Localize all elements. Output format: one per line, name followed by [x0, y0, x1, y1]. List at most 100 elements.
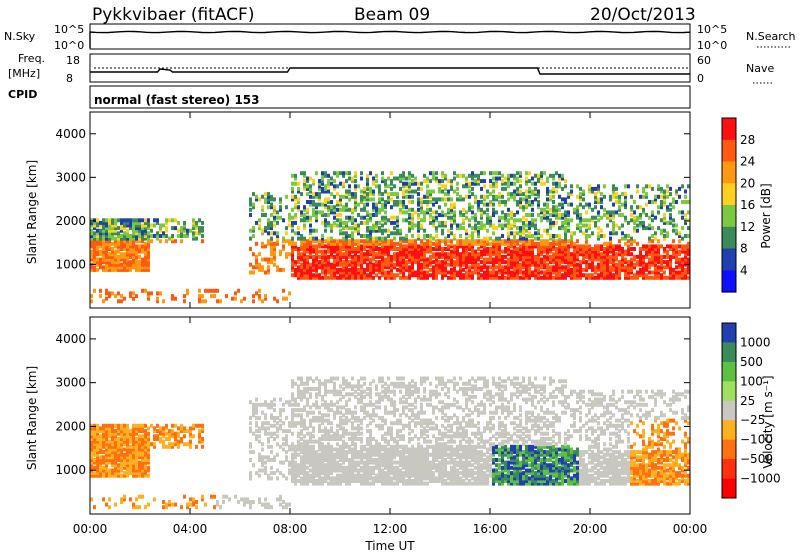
heatmap-cell: [495, 171, 498, 175]
heatmap-cell: [330, 426, 333, 430]
heatmap-cell: [261, 258, 264, 262]
heatmap-cell: [174, 424, 177, 428]
heatmap-cell: [507, 231, 510, 235]
heatmap-cell: [135, 218, 138, 222]
heatmap-cell: [375, 203, 378, 207]
heatmap-cell: [624, 258, 627, 262]
heatmap-cell: [654, 237, 657, 241]
heatmap-cell: [639, 268, 642, 272]
heatmap-cell: [348, 177, 351, 181]
heatmap-cell: [471, 182, 474, 186]
heatmap-cell: [462, 226, 465, 230]
power-colorbar-label: Power [dB]: [759, 183, 773, 248]
heatmap-cell: [201, 495, 204, 499]
heatmap-cell: [339, 195, 342, 199]
heatmap-cell: [648, 271, 651, 275]
heatmap-cell: [309, 200, 312, 204]
heatmap-cell: [144, 242, 147, 246]
heatmap-cell: [396, 273, 399, 277]
heatmap-cell: [372, 213, 375, 217]
heatmap-cell: [636, 229, 639, 233]
heatmap-cell: [654, 244, 657, 248]
heatmap-cell: [285, 195, 288, 199]
heatmap-cell: [198, 294, 201, 298]
heatmap-cell: [309, 177, 312, 181]
heatmap-cell: [297, 377, 300, 381]
heatmap-cell: [156, 429, 159, 433]
heatmap-cell: [165, 239, 168, 243]
heatmap-cell: [261, 469, 264, 473]
heatmap-cell: [171, 503, 174, 507]
heatmap-cell: [468, 234, 471, 238]
heatmap-cell: [405, 205, 408, 209]
heatmap-cell: [354, 384, 357, 388]
heatmap-cell: [108, 505, 111, 509]
heatmap-cell: [363, 203, 366, 207]
heatmap-cell: [294, 408, 297, 412]
heatmap-cell: [588, 203, 591, 207]
heatmap-cell: [543, 271, 546, 275]
heatmap-cell: [144, 218, 147, 222]
colorbar-tick-label: 20: [740, 176, 755, 190]
heatmap-cell: [288, 224, 291, 228]
heatmap-cell: [522, 197, 525, 201]
heatmap-cell: [417, 192, 420, 196]
heatmap-cell: [387, 192, 390, 196]
heatmap-cell: [312, 403, 315, 407]
heatmap-cell: [618, 244, 621, 248]
heatmap-cell: [150, 234, 153, 238]
heatmap-cell: [489, 184, 492, 188]
heatmap-cell: [441, 229, 444, 233]
heatmap-cell: [291, 432, 294, 436]
heatmap-cell: [249, 458, 252, 462]
heatmap-cell: [429, 268, 432, 272]
heatmap-cell: [186, 229, 189, 233]
y-tick-label: 3000: [55, 170, 86, 184]
heatmap-cell: [645, 273, 648, 277]
heatmap-cell: [402, 171, 405, 175]
heatmap-cell: [486, 258, 489, 262]
heatmap-cell: [450, 239, 453, 243]
heatmap-cell: [561, 221, 564, 225]
heatmap-cell: [558, 208, 561, 212]
heatmap-cell: [501, 250, 504, 254]
heatmap-cell: [552, 182, 555, 186]
heatmap-cell: [582, 244, 585, 248]
heatmap-cell: [411, 190, 414, 194]
heatmap-cell: [651, 244, 654, 248]
heatmap-cell: [315, 387, 318, 391]
heatmap-cell: [684, 195, 687, 199]
heatmap-cell: [576, 184, 579, 188]
heatmap-cell: [309, 432, 312, 436]
heatmap-cell: [213, 294, 216, 298]
heatmap-cell: [651, 187, 654, 191]
heatmap-cell: [336, 400, 339, 404]
heatmap-cell: [279, 216, 282, 220]
heatmap-cell: [468, 224, 471, 228]
heatmap-cell: [339, 268, 342, 272]
heatmap-cell: [156, 291, 159, 295]
heatmap-cell: [330, 237, 333, 241]
heatmap-cell: [315, 244, 318, 248]
heatmap-cell: [504, 200, 507, 204]
heatmap-cell: [591, 273, 594, 277]
heatmap-cell: [525, 224, 528, 228]
heatmap-cell: [315, 203, 318, 207]
heatmap-cell: [357, 469, 360, 473]
heatmap-cell: [354, 192, 357, 196]
heatmap-cell: [684, 190, 687, 194]
heatmap-cell: [498, 224, 501, 228]
heatmap-cell: [258, 252, 261, 256]
heatmap-cell: [372, 190, 375, 194]
heatmap-cell: [582, 190, 585, 194]
heatmap-cell: [309, 377, 312, 381]
heatmap-cell: [510, 271, 513, 275]
heatmap-cell: [636, 216, 639, 220]
heatmap-cell: [384, 229, 387, 233]
heatmap-cell: [504, 260, 507, 264]
heatmap-cell: [117, 226, 120, 230]
heatmap-cell: [489, 192, 492, 196]
heatmap-cell: [456, 187, 459, 191]
heatmap-cell: [630, 205, 633, 209]
heatmap-cell: [96, 268, 99, 272]
